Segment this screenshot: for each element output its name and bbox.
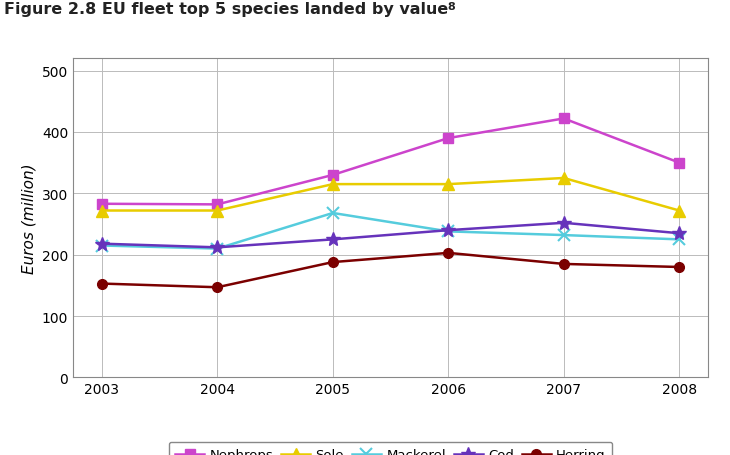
- Nephrops: [444, 136, 453, 142]
- Herring: [675, 265, 683, 270]
- Sole: [559, 176, 568, 181]
- Legend: Nephrops, Sole, Mackerel, Cod, Herring: Nephrops, Sole, Mackerel, Cod, Herring: [169, 441, 612, 455]
- Cod: [328, 237, 337, 243]
- Mackerel: [98, 243, 107, 249]
- Herring: [98, 281, 107, 287]
- Nephrops: [213, 202, 222, 207]
- Herring: [328, 260, 337, 265]
- Sole: [98, 208, 107, 214]
- Herring: [559, 262, 568, 267]
- Sole: [444, 182, 453, 187]
- Line: Nephrops: Nephrops: [97, 114, 684, 210]
- Mackerel: [328, 211, 337, 216]
- Nephrops: [675, 161, 683, 166]
- Mackerel: [675, 237, 683, 243]
- Cod: [675, 231, 683, 237]
- Sole: [328, 182, 337, 187]
- Line: Mackerel: Mackerel: [96, 208, 685, 254]
- Cod: [444, 228, 453, 233]
- Cod: [213, 245, 222, 251]
- Herring: [444, 251, 453, 256]
- Cod: [98, 242, 107, 247]
- Mackerel: [559, 233, 568, 238]
- Nephrops: [98, 202, 107, 207]
- Herring: [213, 285, 222, 290]
- Y-axis label: Euros (million): Euros (million): [21, 163, 36, 273]
- Line: Sole: Sole: [96, 173, 685, 217]
- Mackerel: [213, 246, 222, 252]
- Text: 8: 8: [447, 2, 456, 12]
- Text: Figure 2.8 EU fleet top 5 species landed by value: Figure 2.8 EU fleet top 5 species landed…: [4, 2, 448, 17]
- Nephrops: [328, 173, 337, 178]
- Mackerel: [444, 229, 453, 235]
- Line: Herring: Herring: [97, 248, 684, 293]
- Nephrops: [559, 116, 568, 122]
- Line: Cod: Cod: [95, 217, 686, 255]
- Cod: [559, 221, 568, 226]
- Sole: [675, 208, 683, 214]
- Sole: [213, 208, 222, 214]
